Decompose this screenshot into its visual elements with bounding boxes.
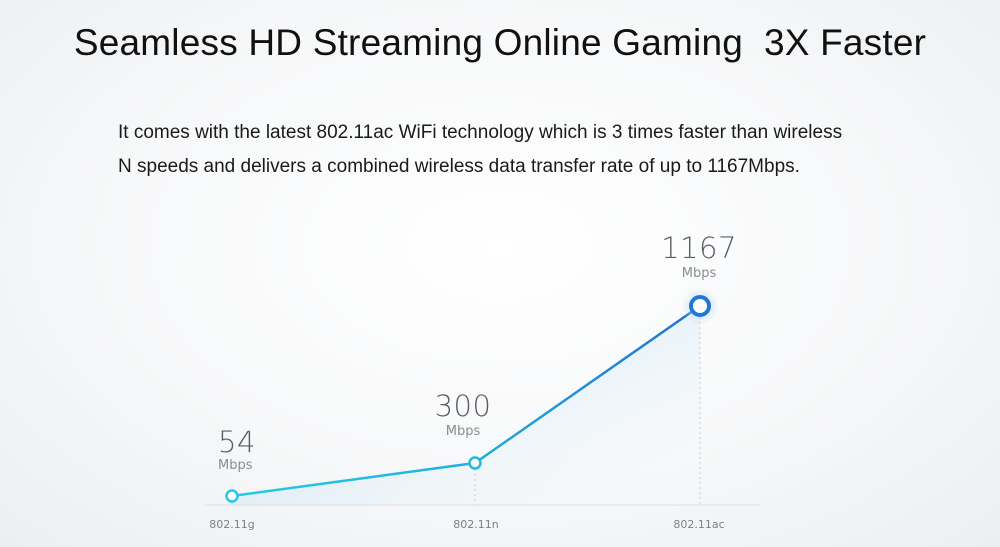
tick-label-80211g: 802.11g <box>209 518 254 531</box>
data-point-80211n <box>468 456 482 470</box>
description: It comes with the latest 802.11ac WiFi t… <box>118 116 918 184</box>
value-label-80211ac: 1167 <box>661 231 737 265</box>
unit-label-80211ac: Mbps <box>682 266 717 281</box>
unit-label-80211g: Mbps <box>218 458 253 473</box>
data-point-80211ac <box>689 295 711 317</box>
tick-label-80211ac: 802.11ac <box>673 518 724 531</box>
tick-label-80211n: 802.11n <box>453 518 498 531</box>
data-point-80211g <box>225 489 239 503</box>
series-area <box>232 306 700 505</box>
value-label-80211n: 300 <box>435 389 492 423</box>
unit-label-80211n: Mbps <box>446 424 481 439</box>
value-label-80211g: 54 <box>218 425 256 459</box>
description-line-1: It comes with the latest 802.11ac WiFi t… <box>118 122 843 143</box>
page-title: Seamless HD Streaming Online Gaming 3X F… <box>73 22 927 63</box>
description-line-2: N speeds and delivers a combined wireles… <box>118 156 800 177</box>
